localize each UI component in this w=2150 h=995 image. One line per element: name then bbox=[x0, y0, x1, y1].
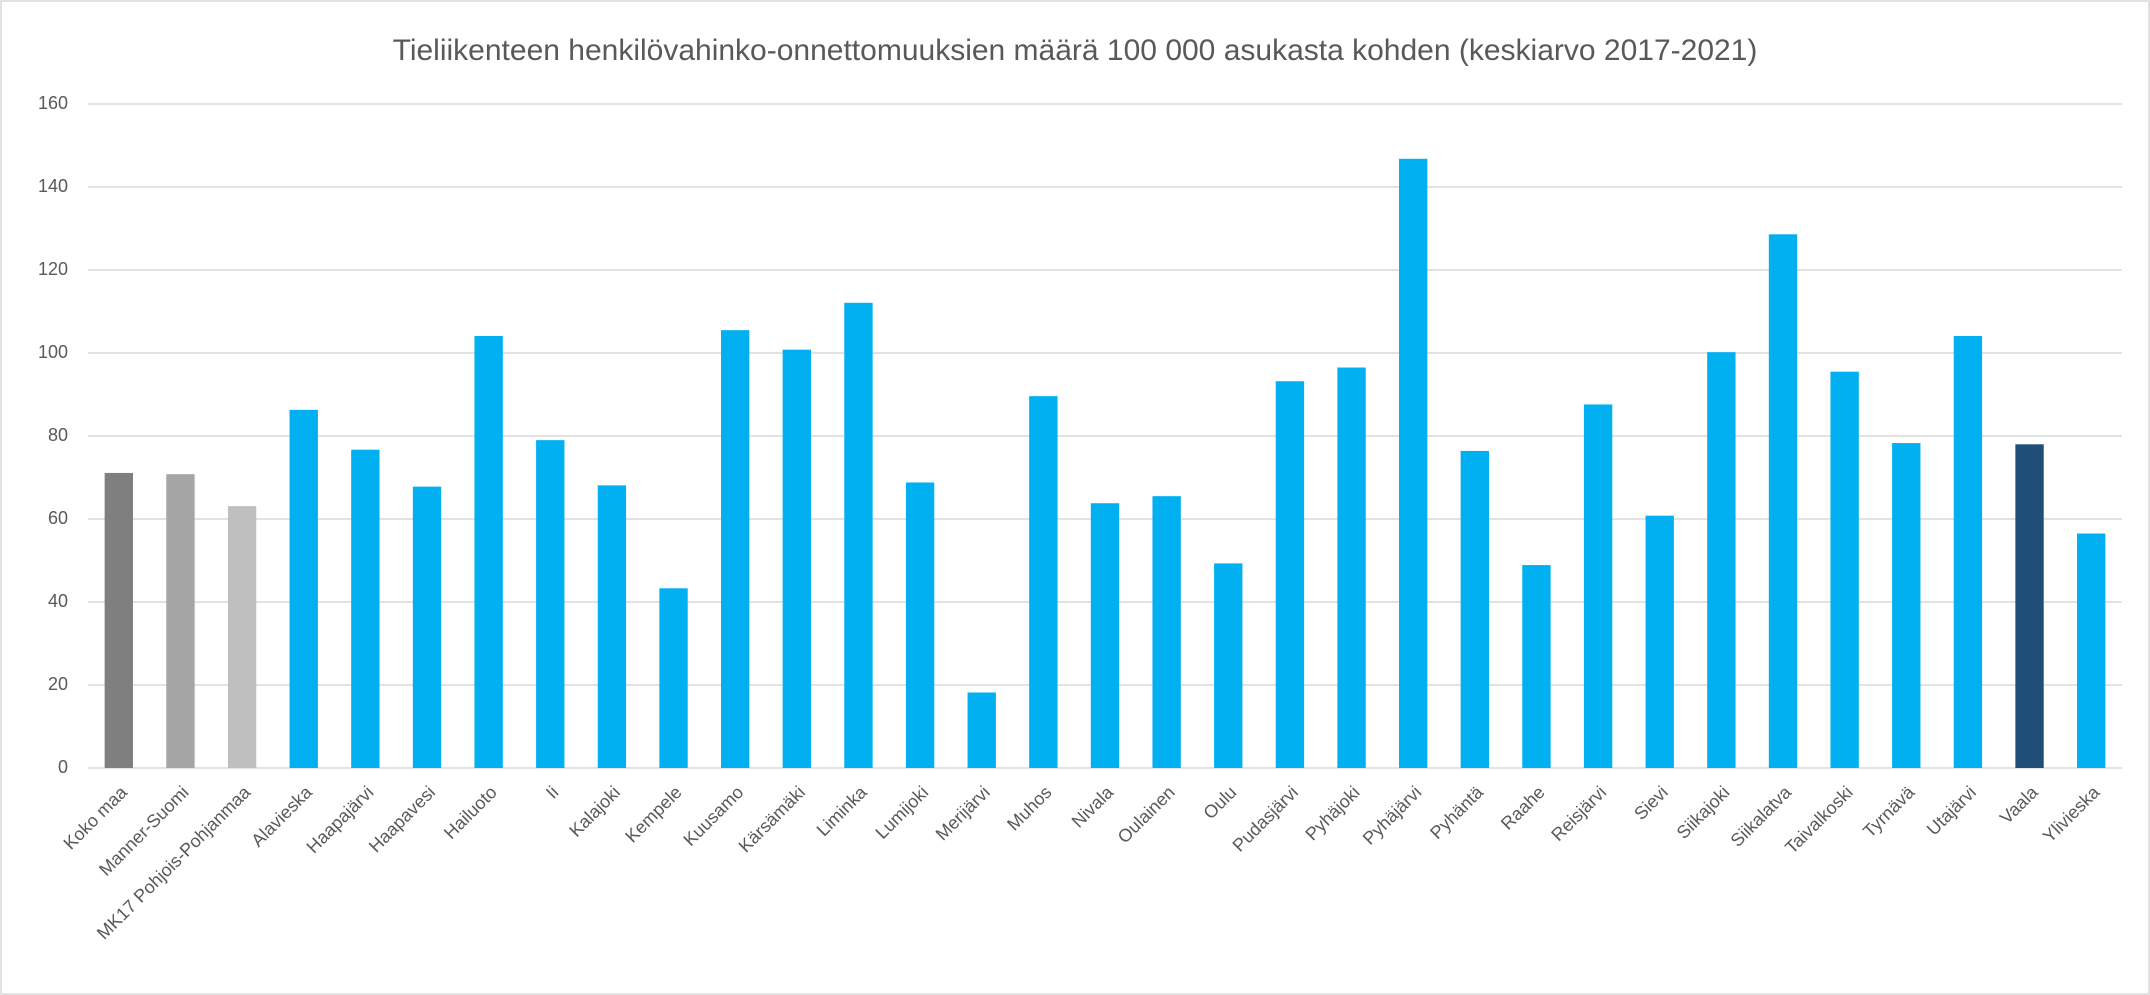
bar bbox=[2015, 444, 2044, 768]
bar bbox=[1892, 443, 1921, 768]
bar bbox=[1029, 396, 1058, 768]
y-tick-label: 120 bbox=[38, 259, 68, 279]
bar bbox=[351, 449, 380, 768]
y-tick-label: 0 bbox=[58, 757, 68, 777]
bar bbox=[1399, 158, 1428, 768]
bar bbox=[412, 486, 442, 768]
bar bbox=[721, 330, 750, 768]
bar bbox=[289, 409, 318, 768]
bar bbox=[1090, 503, 1120, 768]
bar bbox=[474, 335, 503, 768]
bar bbox=[2077, 533, 2106, 768]
bar bbox=[844, 302, 873, 768]
bar bbox=[1768, 234, 1798, 768]
bar bbox=[659, 588, 688, 768]
bar bbox=[104, 472, 133, 768]
bar bbox=[1707, 352, 1736, 768]
bar bbox=[1214, 563, 1243, 768]
bar bbox=[166, 474, 195, 768]
bar bbox=[967, 692, 996, 768]
bar bbox=[1953, 335, 1983, 768]
bar bbox=[1645, 515, 1674, 768]
y-tick-label: 40 bbox=[48, 591, 68, 611]
bar bbox=[1152, 496, 1181, 768]
bar bbox=[597, 485, 627, 768]
bar bbox=[1522, 565, 1551, 768]
chart-title: Tieliikenteen henkilövahinko-onnettomuuk… bbox=[393, 34, 1758, 67]
bar bbox=[1830, 371, 1859, 768]
y-tick-label: 160 bbox=[38, 93, 68, 113]
y-tick-label: 140 bbox=[38, 176, 68, 196]
y-tick-label: 60 bbox=[48, 508, 68, 528]
bar bbox=[905, 482, 935, 768]
bar bbox=[782, 349, 811, 768]
bar bbox=[1337, 367, 1366, 768]
y-tick-label: 100 bbox=[38, 342, 68, 362]
bar bbox=[536, 440, 565, 768]
y-tick-label: 20 bbox=[48, 674, 68, 694]
bar bbox=[1583, 404, 1613, 768]
bar bbox=[1460, 450, 1489, 768]
bar bbox=[227, 506, 257, 768]
y-tick-label: 80 bbox=[48, 425, 68, 445]
bar bbox=[1275, 381, 1305, 768]
